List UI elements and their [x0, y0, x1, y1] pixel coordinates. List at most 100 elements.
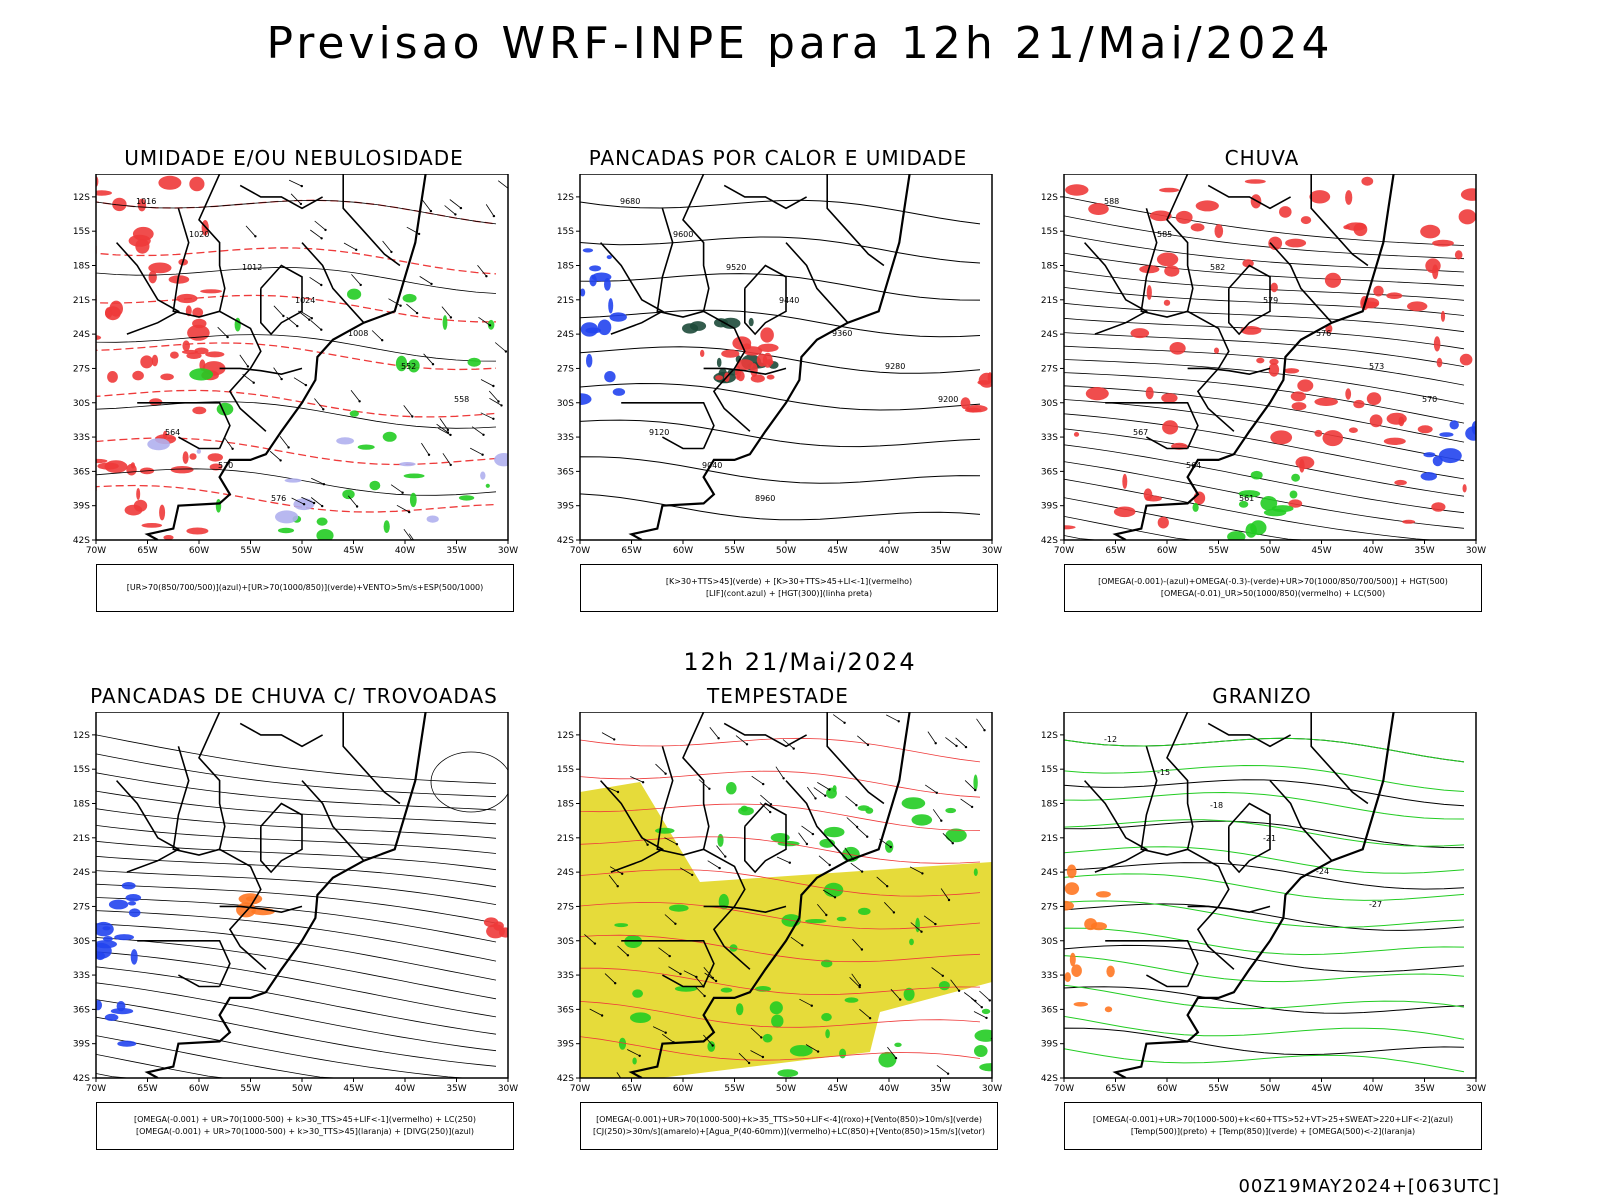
wind-vector — [668, 966, 681, 975]
political-border — [1269, 242, 1333, 324]
x-tick-label: 60W — [673, 546, 693, 556]
wind-vector — [846, 817, 858, 828]
wind-vector-head — [488, 324, 492, 327]
x-tick-label: 70W — [1054, 1084, 1074, 1094]
field-patch — [1064, 972, 1071, 983]
field-patch — [750, 363, 758, 377]
wind-vector — [801, 825, 814, 835]
wind-vector-head — [718, 866, 721, 870]
field-patch — [1283, 368, 1300, 374]
wind-vector-head — [800, 1085, 802, 1087]
contour-line — [580, 309, 981, 338]
wind-vector — [790, 936, 803, 946]
contour-line — [580, 456, 981, 484]
field-patch — [209, 463, 223, 471]
wind-vector — [488, 390, 499, 402]
jet-area — [580, 782, 992, 1078]
contour-label: 9600 — [673, 230, 693, 239]
wind-vector — [350, 389, 360, 402]
field-patch — [826, 787, 837, 799]
wind-vector — [940, 888, 950, 901]
wind-vector-head — [616, 885, 619, 888]
y-tick-label: 12S — [1041, 193, 1058, 203]
wind-vector — [347, 495, 358, 507]
streamline — [96, 734, 497, 784]
panel-umidade: UMIDADE E/OU NEBULOSIDADE 1016 1020 1012 10… — [54, 146, 534, 636]
field-patch — [1299, 459, 1305, 473]
wind-vector-head — [816, 1050, 820, 1053]
wind-vector — [311, 477, 325, 485]
y-tick-label: 39S — [73, 1040, 90, 1050]
wind-vector — [936, 1064, 949, 1075]
field-patch — [720, 987, 733, 993]
wind-vector — [422, 199, 432, 212]
field-patch — [632, 1057, 637, 1065]
field-patch — [182, 451, 189, 464]
wind-vector — [608, 874, 619, 887]
wind-vector-head — [279, 459, 282, 462]
wind-vector-head — [711, 1044, 714, 1047]
wind-vector — [760, 794, 772, 805]
field-patch — [1156, 252, 1179, 267]
contour-line — [1064, 1048, 1465, 1073]
field-patch — [192, 307, 204, 318]
field-patch — [580, 288, 586, 297]
coastline — [144, 174, 427, 540]
field-patch — [458, 495, 475, 501]
field-patch — [844, 997, 859, 1003]
wind-vector-head — [920, 930, 923, 933]
wind-vector-head — [801, 944, 804, 947]
field-patch — [1314, 397, 1338, 406]
field-patch — [186, 527, 209, 535]
streamline — [96, 751, 497, 798]
x-tick-label: 40W — [879, 546, 899, 556]
field-patch — [1157, 516, 1169, 529]
wind-vector-head — [769, 803, 773, 806]
wind-vector — [288, 179, 302, 187]
panel-pancadas-calor: PANCADAS POR CALOR E UMIDADE 9680 9600 952… — [538, 146, 1018, 636]
panel-title: GRANIZO — [1212, 684, 1312, 708]
field-patch — [718, 893, 729, 910]
y-tick-label: 30S — [1041, 937, 1058, 947]
wind-vector-head — [358, 400, 361, 403]
political-border — [826, 712, 885, 805]
x-tick-label: 45W — [827, 1084, 847, 1094]
x-tick-label: 55W — [724, 546, 744, 556]
coastline — [1112, 712, 1395, 1078]
wind-vector — [750, 1027, 762, 1038]
field-patch — [717, 833, 724, 847]
wind-vector — [438, 427, 451, 436]
y-tick-label: 42S — [557, 1074, 574, 1084]
contour-line — [1064, 944, 1465, 973]
x-tick-label: 55W — [240, 1084, 260, 1094]
panel-tempestade: TEMPESTADE 12S 15S 18S 21S 24S 27S 30S 33S 36S 39… — [538, 684, 1018, 1174]
y-tick-label: 33S — [73, 433, 90, 443]
wind-vector-head — [280, 377, 283, 381]
field-patch — [409, 492, 417, 508]
x-tick-label: 60W — [189, 1084, 209, 1094]
field-patch — [1420, 224, 1441, 239]
field-patch — [121, 882, 136, 890]
field-patch — [485, 483, 490, 488]
streamline — [96, 951, 497, 1018]
field-patch — [777, 1069, 799, 1077]
wind-vector — [973, 1011, 987, 1019]
contour-line — [1064, 862, 1465, 890]
contour-line — [1064, 846, 1465, 874]
wind-vector-head — [980, 1006, 983, 1009]
field-patch — [467, 357, 481, 367]
wind-vector-head — [788, 861, 791, 864]
field-patch — [1085, 387, 1109, 401]
field-patch — [1449, 420, 1459, 430]
wind-vector-head — [805, 842, 809, 846]
field-patch — [1145, 386, 1154, 400]
legend-line-2: [LIF](cont.azul) + [HGT(300)](linha pret… — [705, 589, 873, 598]
field-patch — [1432, 455, 1443, 467]
political-border — [785, 780, 849, 862]
wind-vector-head — [761, 1055, 765, 1059]
wind-vector-head — [934, 742, 937, 745]
wind-vector-head — [429, 209, 433, 213]
field-patch — [1322, 430, 1344, 447]
wind-vector — [310, 229, 322, 239]
field-patch — [586, 353, 593, 368]
